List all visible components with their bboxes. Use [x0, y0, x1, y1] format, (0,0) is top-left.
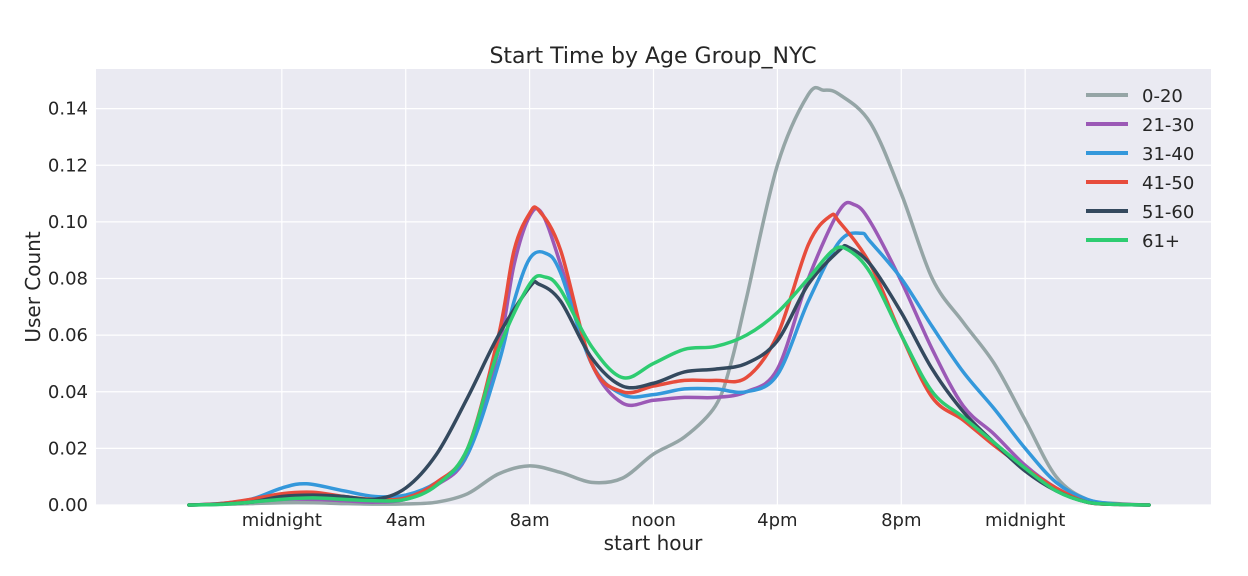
x-tick-label: noon — [631, 510, 676, 531]
y-axis-title: User Count — [21, 231, 45, 342]
x-tick-label: 4am — [386, 510, 426, 531]
legend-label: 41-50 — [1142, 173, 1194, 194]
legend-label: 31-40 — [1142, 144, 1194, 165]
series-line-0-20 — [187, 85, 1151, 507]
x-tick-label: midnight — [242, 510, 322, 531]
x-axis-title: start hour — [604, 531, 704, 555]
legend: 0-20 21-30 31-40 41-50 51-60 61+ — [1086, 86, 1194, 252]
series-line-61plus — [187, 245, 1151, 507]
y-tick-label: 0.02 — [48, 438, 88, 459]
x-tick-label: 4pm — [757, 510, 797, 531]
y-tick-label: 0.06 — [48, 325, 88, 346]
y-axis-ticks: 0.00 0.02 0.04 0.06 0.08 0.10 0.12 0.14 — [48, 99, 88, 516]
y-tick-label: 0.12 — [48, 155, 88, 176]
x-axis-ticks: midnight 4am 8am noon 4pm 8pm midnight — [242, 510, 1066, 531]
y-tick-label: 0.14 — [48, 99, 88, 120]
x-tick-label: midnight — [985, 510, 1065, 531]
legend-label: 0-20 — [1142, 86, 1183, 107]
legend-label: 61+ — [1142, 231, 1180, 252]
y-tick-label: 0.04 — [48, 382, 88, 403]
legend-label: 21-30 — [1142, 115, 1194, 136]
legend-label: 51-60 — [1142, 202, 1194, 223]
chart-title: Start Time by Age Group_NYC — [489, 44, 816, 69]
series-line-31-40 — [187, 231, 1151, 507]
series-lines — [187, 85, 1151, 507]
x-tick-label: 8pm — [881, 510, 921, 531]
y-tick-label: 0.10 — [48, 212, 88, 233]
y-tick-label: 0.08 — [48, 269, 88, 290]
y-tick-label: 0.00 — [48, 495, 88, 516]
x-tick-label: 8am — [510, 510, 550, 531]
